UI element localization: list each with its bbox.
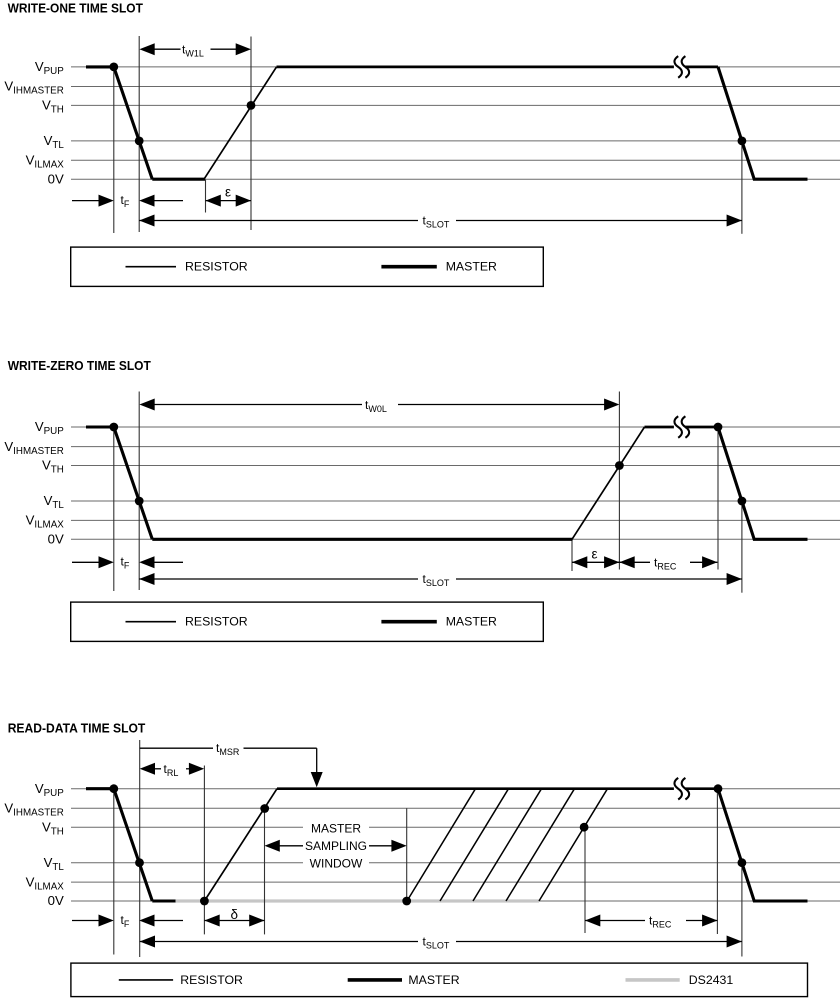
svg-text:VIHMASTER: VIHMASTER — [4, 801, 63, 819]
svg-text:VTL: VTL — [44, 855, 65, 873]
svg-text:tW1L: tW1L — [182, 43, 204, 59]
svg-text:tW0L: tW0L — [365, 398, 387, 414]
svg-text:VPUP: VPUP — [35, 419, 64, 437]
svg-text:READ-DATA TIME SLOT: READ-DATA TIME SLOT — [8, 721, 146, 736]
svg-text:VILMAX: VILMAX — [26, 513, 65, 531]
svg-text:tREC: tREC — [649, 914, 672, 930]
svg-text:ε: ε — [225, 185, 231, 200]
svg-text:VPUP: VPUP — [35, 781, 64, 799]
svg-text:VTL: VTL — [44, 493, 65, 511]
svg-text:MASTER: MASTER — [408, 973, 459, 987]
svg-text:VILMAX: VILMAX — [26, 153, 65, 171]
svg-text:VTH: VTH — [42, 819, 64, 837]
svg-text:MASTER: MASTER — [446, 615, 497, 629]
svg-text:WRITE-ZERO TIME SLOT: WRITE-ZERO TIME SLOT — [8, 358, 151, 373]
svg-text:0V: 0V — [48, 532, 64, 547]
svg-text:WINDOW: WINDOW — [310, 856, 363, 870]
svg-text:VIHMASTER: VIHMASTER — [4, 439, 63, 457]
svg-text:VTH: VTH — [42, 458, 64, 476]
svg-text:DS2431: DS2431 — [689, 973, 734, 987]
svg-text:tF: tF — [121, 193, 130, 209]
svg-text:tMSR: tMSR — [216, 741, 240, 757]
svg-text:δ: δ — [231, 907, 239, 922]
svg-text:SAMPLING: SAMPLING — [305, 839, 367, 853]
svg-text:VTH: VTH — [42, 98, 64, 116]
svg-text:WRITE-ONE TIME SLOT: WRITE-ONE TIME SLOT — [8, 0, 143, 15]
svg-text:VTL: VTL — [44, 133, 65, 151]
svg-text:tREC: tREC — [654, 555, 677, 571]
svg-text:0V: 0V — [48, 171, 64, 186]
svg-text:tSLOT: tSLOT — [423, 214, 450, 230]
svg-text:VPUP: VPUP — [35, 59, 64, 77]
svg-text:RESISTOR: RESISTOR — [180, 973, 243, 987]
svg-text:MASTER: MASTER — [311, 821, 361, 835]
svg-text:VIHMASTER: VIHMASTER — [4, 79, 63, 97]
svg-text:RESISTOR: RESISTOR — [185, 615, 248, 629]
svg-text:VILMAX: VILMAX — [26, 874, 65, 892]
svg-text:0V: 0V — [48, 893, 64, 908]
svg-text:MASTER: MASTER — [446, 260, 497, 274]
svg-text:RESISTOR: RESISTOR — [185, 260, 248, 274]
svg-text:tF: tF — [121, 913, 130, 929]
svg-text:tRL: tRL — [164, 762, 179, 778]
svg-text:tSLOT: tSLOT — [423, 935, 450, 951]
svg-text:ε: ε — [592, 546, 598, 561]
svg-text:tSLOT: tSLOT — [423, 572, 450, 588]
svg-text:tF: tF — [121, 555, 130, 571]
